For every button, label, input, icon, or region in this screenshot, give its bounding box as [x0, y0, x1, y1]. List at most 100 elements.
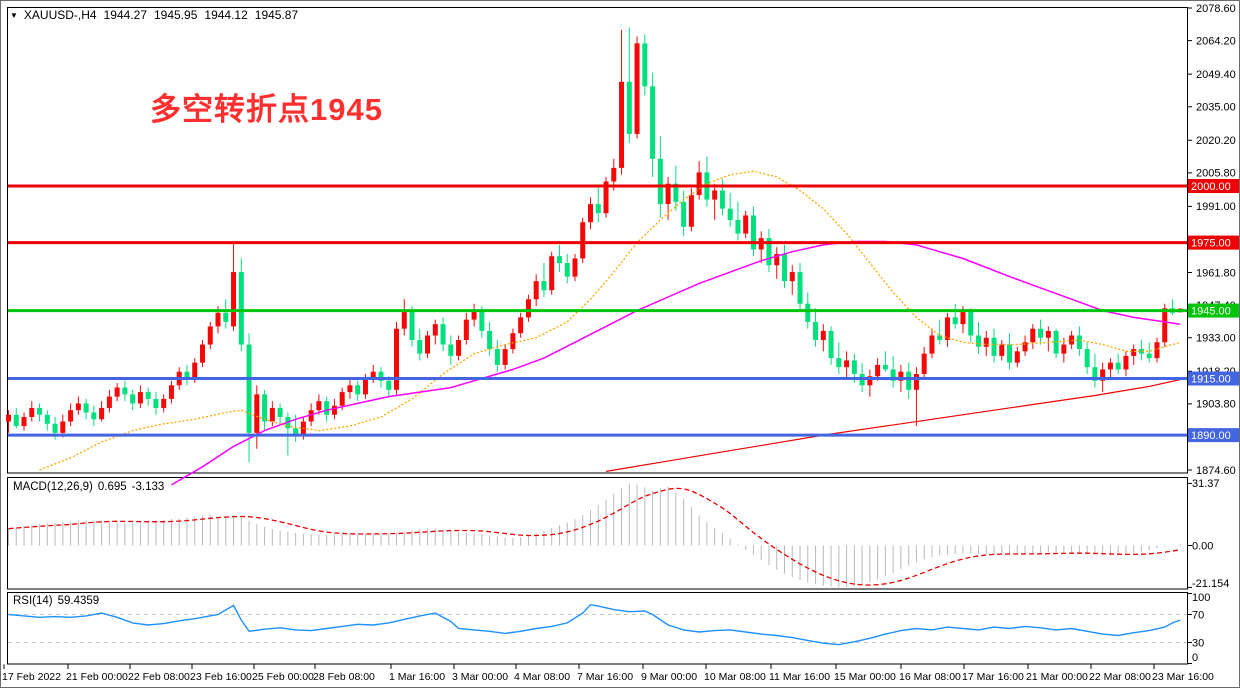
candle-body [743, 215, 749, 234]
candle-body [844, 360, 850, 368]
price-tick-label: 1933.00 [1196, 333, 1236, 345]
macd-main-value: 0.695 [97, 481, 127, 493]
candle-body [944, 317, 950, 341]
candle-body [836, 358, 842, 368]
candle-body [572, 258, 578, 277]
candle-body [494, 349, 500, 365]
candle-body [1084, 349, 1090, 368]
candle-body [502, 349, 508, 365]
time-tick-label: 17 Mar 16:00 [962, 671, 1024, 683]
candle-body [215, 312, 221, 327]
candle-body [1138, 349, 1144, 354]
candle-body [549, 256, 555, 291]
candle-body [1014, 351, 1020, 363]
candle-body [921, 353, 927, 374]
time-tick-label: 15 Mar 00:00 [834, 671, 896, 683]
candle-body [688, 195, 694, 227]
price-axis[interactable]: 2078.60 2064.20 2049.40 2035.00 2020.20 2005.… [1187, 3, 1240, 664]
candle-body [331, 405, 337, 415]
candle-body [1076, 335, 1082, 350]
price-tag-label: 2000.00 [1191, 181, 1231, 193]
time-tick-label: 22 Feb 08:00 [128, 671, 190, 683]
candle-body [983, 337, 989, 347]
candle-body [262, 394, 268, 422]
candle-body [99, 407, 105, 420]
candle-body [1092, 367, 1098, 381]
price-tag [1188, 179, 1239, 194]
candle-body [766, 238, 772, 266]
candle-body [665, 183, 671, 205]
candle-body [238, 272, 244, 345]
candle-body [1007, 344, 1013, 363]
candle-body [510, 333, 516, 350]
candle-body [316, 401, 322, 411]
price-tick-label: 2020.20 [1196, 135, 1236, 147]
candle-body [960, 310, 966, 325]
candle-body [137, 392, 143, 404]
candle-body [588, 204, 593, 223]
rsi-tick-label: 100 [1192, 592, 1210, 604]
candle-body [657, 158, 663, 205]
price-tick-label: 1961.80 [1196, 267, 1236, 279]
price-tag [1188, 235, 1239, 250]
rsi-tick-label: 0 [1192, 652, 1198, 664]
candle-body [386, 380, 392, 390]
candle-body [1154, 342, 1160, 359]
price-tag-label: 1945.00 [1191, 306, 1231, 318]
candle-body [937, 335, 943, 341]
candle-body [805, 303, 811, 322]
candle-body [1146, 353, 1152, 359]
candle-body [44, 414, 50, 424]
candle-body [52, 423, 58, 433]
candle-body [1162, 308, 1168, 343]
candle-body [114, 387, 120, 397]
quote-close: 1945.87 [254, 8, 299, 22]
candle-body [68, 410, 74, 422]
macd-panel[interactable] [7, 477, 1188, 590]
candle-body [712, 190, 718, 200]
candle-body [820, 330, 826, 341]
candle-body [603, 181, 609, 214]
price-tick-label: 2049.40 [1196, 69, 1236, 81]
candle-body [432, 324, 438, 336]
candle-body [324, 401, 330, 415]
candle-body [370, 371, 376, 379]
price-tag [1188, 303, 1239, 318]
candle-body [83, 403, 89, 413]
candle-body [642, 43, 648, 87]
time-tick-label: 9 Mar 00:00 [641, 671, 697, 683]
candle-body [192, 362, 198, 379]
candle-body [681, 201, 687, 227]
candle-body [184, 371, 190, 379]
price-tick-label: 1874.60 [1196, 465, 1236, 477]
chevron-down-icon[interactable]: ▼ [10, 11, 18, 20]
candle-body [564, 263, 570, 277]
candle-body [13, 414, 19, 427]
macd-series [8, 483, 1181, 588]
candle-body [440, 324, 446, 345]
candle-body [1100, 369, 1106, 381]
candle-body [471, 310, 477, 320]
candle-body [122, 387, 128, 395]
main-chart-panel[interactable] [7, 7, 1188, 474]
candle-body [21, 417, 27, 427]
candle-body [145, 392, 151, 399]
candle-body [719, 190, 725, 209]
candle-body [525, 299, 531, 318]
symbol-period-label: XAUUSD-,H4 [23, 8, 97, 22]
rsi-value: 59.4359 [57, 595, 100, 607]
candle-body [1131, 349, 1137, 356]
candle-body [106, 396, 112, 408]
time-axis[interactable]: 17 Feb 2022 21 Feb 00:00 22 Feb 08:00 23 Fe… [2, 664, 1214, 684]
candle-body [696, 172, 702, 196]
time-tick-label: 21 Mar 00:00 [1026, 671, 1088, 683]
annotation-text: 多空转折点1945 [150, 92, 383, 127]
time-tick-label: 11 Mar 16:00 [769, 671, 830, 683]
price-tag-label: 1890.00 [1191, 430, 1231, 442]
time-tick-label: 7 Mar 16:00 [577, 671, 633, 683]
price-tag-label: 1975.00 [1191, 238, 1231, 250]
candle-body [153, 398, 159, 408]
candle-body [1115, 362, 1121, 370]
candle-body [797, 272, 803, 304]
